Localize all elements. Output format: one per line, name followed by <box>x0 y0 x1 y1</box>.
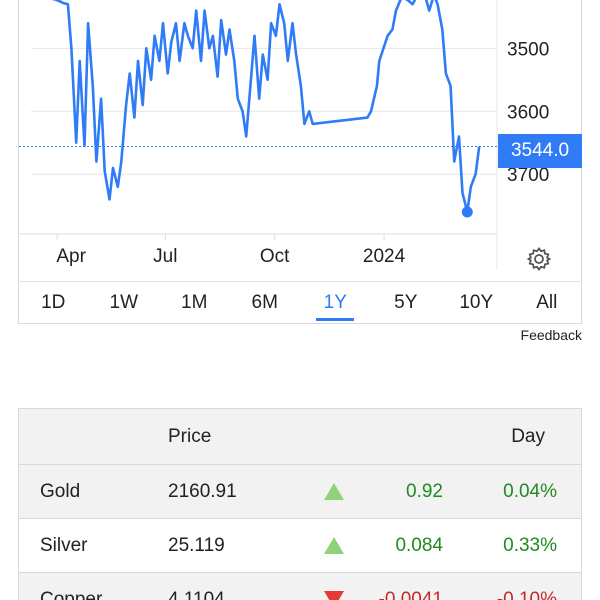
table-row[interactable]: Copper 4.1104 -0.0041 -0.10% <box>19 573 581 600</box>
y-tick-label: 3700 <box>507 165 549 186</box>
x-tick-label: Oct <box>260 246 290 267</box>
metal-change-pct: -0.10% <box>496 588 557 600</box>
chart-card: 3700 3600 3500 Apr Jul Oct 2024 <box>18 0 582 324</box>
metal-price: 25.119 <box>168 534 225 556</box>
range-1y[interactable]: 1Y <box>300 282 371 324</box>
header-day: Day <box>511 425 545 447</box>
x-tick-label: 2024 <box>363 246 406 267</box>
range-5y[interactable]: 5Y <box>394 292 418 313</box>
range-all[interactable]: All <box>536 292 558 313</box>
current-price-tag: 3544.0 <box>498 134 582 168</box>
range-10y[interactable]: 10Y <box>459 292 494 313</box>
metal-change: 0.92 <box>406 480 443 502</box>
range-1m[interactable]: 1M <box>181 292 208 313</box>
metal-name: Copper <box>40 588 103 600</box>
up-arrow-icon <box>323 519 345 572</box>
metal-name: Gold <box>40 480 81 502</box>
metal-price: 2160.91 <box>168 480 237 502</box>
series-line <box>51 0 481 214</box>
y-tick-label: 3600 <box>507 102 549 123</box>
x-tick-label: Apr <box>56 246 86 267</box>
metal-change-pct: 0.33% <box>503 534 557 556</box>
gear-icon <box>526 246 552 272</box>
range-1d[interactable]: 1D <box>41 292 66 313</box>
metal-change: -0.0041 <box>378 588 443 600</box>
price-chart[interactable]: 3700 3600 3500 Apr Jul Oct 2024 <box>19 0 583 324</box>
metal-name: Silver <box>40 534 88 556</box>
metal-price: 4.1104 <box>168 588 225 600</box>
metal-change: 0.084 <box>395 534 443 556</box>
range-6m[interactable]: 6M <box>251 292 278 313</box>
range-1w[interactable]: 1W <box>109 292 139 313</box>
header-price: Price <box>168 425 212 447</box>
y-tick-label: 3500 <box>507 39 549 60</box>
metals-table: Price Day Gold 2160.91 0.92 0.04% Silver… <box>18 408 582 600</box>
up-arrow-icon <box>323 465 345 518</box>
metal-change-pct: 0.04% <box>503 480 557 502</box>
time-range-selector: 1D 1W 1M 6M 1Y 5Y 10Y All <box>18 282 582 324</box>
settings-button[interactable] <box>526 246 552 272</box>
table-header: Price Day <box>19 409 581 465</box>
table-row[interactable]: Gold 2160.91 0.92 0.04% <box>19 465 581 519</box>
feedback-link[interactable]: Feedback <box>520 327 582 343</box>
down-arrow-icon <box>323 573 345 600</box>
x-tick-label: Jul <box>153 246 177 267</box>
low-point-marker <box>461 206 473 218</box>
table-row[interactable]: Silver 25.119 0.084 0.33% <box>19 519 581 573</box>
